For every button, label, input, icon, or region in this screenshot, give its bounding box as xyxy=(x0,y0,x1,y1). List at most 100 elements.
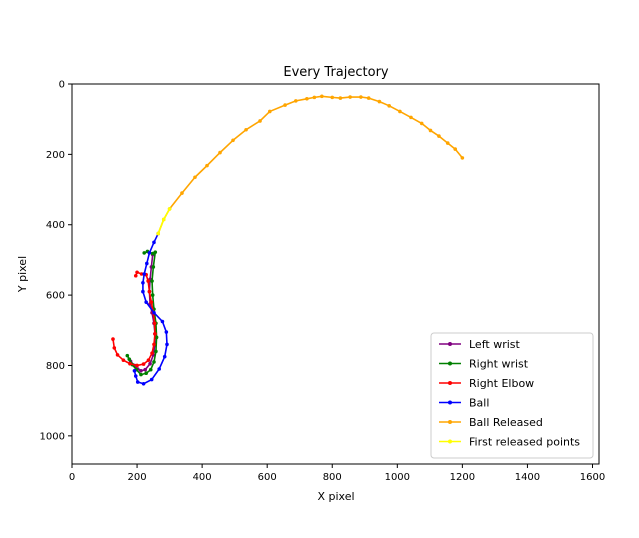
x-tick-label: 600 xyxy=(258,472,277,483)
x-tick-label: 1000 xyxy=(385,472,410,483)
y-tick-label: 400 xyxy=(46,220,65,231)
data-point xyxy=(115,353,120,357)
data-point xyxy=(141,289,145,294)
y-tick-label: 0 xyxy=(59,80,65,91)
legend-item: Right wrist xyxy=(439,358,529,371)
data-point xyxy=(133,374,138,378)
data-point xyxy=(154,335,159,340)
data-point xyxy=(231,138,235,143)
plot-frame xyxy=(71,83,600,465)
series-line xyxy=(157,95,463,234)
data-point xyxy=(141,280,145,285)
data-point xyxy=(151,265,156,269)
legend-label: Left wrist xyxy=(469,338,520,351)
x-tick-label: 400 xyxy=(193,472,212,483)
data-point xyxy=(141,362,146,366)
y-tick-label: 1000 xyxy=(40,431,65,442)
legend-marker xyxy=(448,342,452,346)
data-point xyxy=(366,96,371,100)
legend-item: Ball Released xyxy=(439,416,543,429)
data-point xyxy=(218,150,222,155)
data-point xyxy=(165,342,169,347)
data-point xyxy=(157,367,161,371)
y-tick-label: 600 xyxy=(46,291,65,302)
data-point xyxy=(167,207,172,211)
data-point xyxy=(437,134,441,138)
data-point xyxy=(135,363,139,368)
x-tick-label: 200 xyxy=(128,472,147,483)
chart-title: Every Trajectory xyxy=(283,65,389,80)
legend-label: Ball Released xyxy=(469,416,543,429)
legend-label: First released points xyxy=(469,436,580,449)
legend-label: Ball xyxy=(469,397,489,410)
y-axis-label: Y pixel xyxy=(16,256,29,293)
legend: Left wrist Right wrist Right Elbow Ball Ball… xyxy=(430,332,594,459)
legend-marker xyxy=(448,439,452,444)
data-point xyxy=(135,380,140,384)
data-point xyxy=(244,127,248,132)
data-point xyxy=(445,141,450,145)
data-point xyxy=(294,99,298,103)
data-point xyxy=(338,96,343,100)
data-point xyxy=(398,109,402,114)
data-point xyxy=(154,349,158,354)
data-point xyxy=(148,361,152,366)
x-tick-label: 1200 xyxy=(450,472,475,483)
data-point xyxy=(258,119,262,123)
plot-area xyxy=(111,94,465,386)
data-point xyxy=(111,337,115,341)
data-point xyxy=(160,319,165,324)
legend-marker xyxy=(448,361,452,366)
series-right-wrist xyxy=(125,249,159,377)
data-point xyxy=(164,330,169,334)
data-point xyxy=(387,104,391,108)
data-point xyxy=(144,300,148,304)
legend-label: Right wrist xyxy=(469,358,529,371)
data-point xyxy=(147,289,152,294)
y-tick-label: 800 xyxy=(46,361,65,372)
legend-marker xyxy=(448,420,452,424)
data-point xyxy=(161,217,166,222)
data-point xyxy=(133,273,138,278)
y-axis: 0 200 400 600 800 1000 xyxy=(40,80,72,442)
data-point xyxy=(146,358,151,363)
data-point xyxy=(267,109,272,114)
x-tick-label: 1600 xyxy=(580,472,605,483)
data-point xyxy=(330,95,335,100)
legend-item: Ball xyxy=(439,397,489,410)
data-point xyxy=(377,99,382,104)
data-point xyxy=(428,128,433,133)
legend-item: First released points xyxy=(439,436,580,449)
data-point xyxy=(150,351,154,355)
x-axis: 0 200 400 600 800 1000 1200 1400 1600 xyxy=(69,464,605,483)
data-point xyxy=(150,293,155,297)
data-point xyxy=(152,310,156,315)
data-point xyxy=(312,95,317,100)
x-tick-label: 0 xyxy=(69,472,75,483)
data-point xyxy=(453,147,458,151)
series-first-released-points xyxy=(156,207,172,236)
data-point xyxy=(141,381,146,386)
data-point xyxy=(132,368,137,373)
data-point xyxy=(146,279,150,283)
x-tick-label: 1400 xyxy=(515,472,540,483)
legend-marker xyxy=(448,400,452,405)
data-point xyxy=(145,261,149,266)
series-ball xyxy=(132,231,169,386)
data-point xyxy=(205,163,209,168)
data-point xyxy=(152,360,156,364)
data-point xyxy=(149,377,154,382)
legend-item: Right Elbow xyxy=(439,377,534,390)
data-point xyxy=(139,372,143,377)
data-point xyxy=(152,240,156,245)
data-point xyxy=(142,272,147,276)
data-point xyxy=(193,175,197,180)
series-line xyxy=(112,271,156,367)
data-point xyxy=(139,272,144,276)
legend-item: Left wrist xyxy=(439,338,520,351)
legend-marker xyxy=(448,381,452,385)
x-tick-label: 800 xyxy=(323,472,342,483)
y-tick-label: 200 xyxy=(46,150,65,161)
data-point xyxy=(152,321,157,326)
